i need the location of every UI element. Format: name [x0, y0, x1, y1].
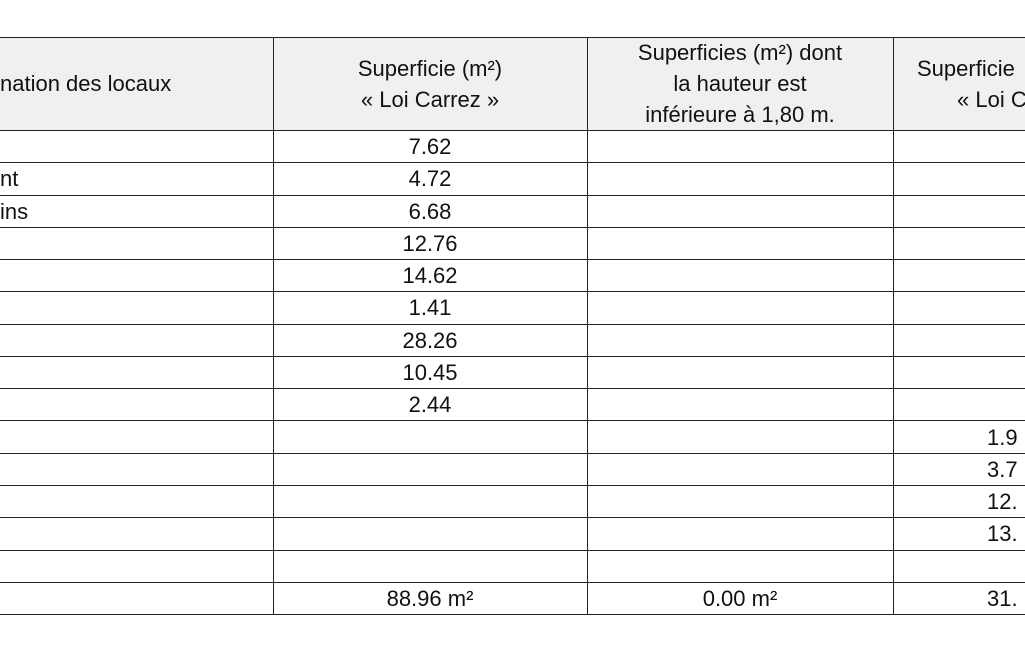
- cell: 3.7: [987, 456, 1018, 482]
- row-line: [0, 324, 1025, 325]
- row-line: [0, 485, 1025, 486]
- column-line: [587, 37, 588, 615]
- cell: 1.9: [987, 424, 1018, 450]
- cell: nt: [0, 166, 19, 192]
- cell: 2.44: [408, 392, 452, 418]
- row-line: [0, 582, 1025, 583]
- row-line: [0, 130, 1025, 131]
- cell: 0.00 m²: [702, 585, 778, 611]
- row-line: [0, 291, 1025, 292]
- header-cell: Superficie: [917, 56, 1015, 81]
- row-line: [0, 195, 1025, 196]
- header-cell: inférieure à 1,80 m.: [645, 102, 835, 127]
- column-line: [893, 37, 894, 615]
- cell: 7.62: [408, 134, 452, 160]
- header-cell: « Loi C: [957, 87, 1025, 112]
- header-cell: Superficie (m²): [357, 55, 503, 81]
- row-line: [0, 227, 1025, 228]
- row-line: [0, 614, 1025, 615]
- cell: 13.: [987, 521, 1018, 547]
- cell: 6.68: [408, 198, 452, 224]
- column-line: [273, 37, 274, 615]
- cell: 10.45: [402, 360, 458, 386]
- row-line: [0, 356, 1025, 357]
- header-cell: « Loi Carrez »: [360, 86, 500, 112]
- header-cell: la hauteur est: [673, 71, 807, 96]
- header-background: [0, 37, 1025, 130]
- row-line: [0, 420, 1025, 421]
- cell: 1.41: [408, 295, 452, 321]
- cell: 4.72: [408, 166, 452, 192]
- cell: 12.: [987, 489, 1018, 515]
- cell: 88.96 m²: [386, 585, 474, 611]
- header-cell: Superficies (m²) dont: [637, 40, 843, 65]
- cell: 31.: [987, 585, 1018, 611]
- row-line: [0, 453, 1025, 454]
- row-line: [0, 550, 1025, 551]
- row-line: [0, 162, 1025, 163]
- cell: 28.26: [402, 327, 458, 353]
- cell: 14.62: [402, 263, 458, 289]
- row-line: [0, 388, 1025, 389]
- row-line: [0, 517, 1025, 518]
- header-cell: nation des locaux: [0, 71, 172, 96]
- row-line: [0, 259, 1025, 260]
- row-line: [0, 37, 1025, 38]
- cell: ins: [0, 198, 29, 224]
- cell: 12.76: [402, 230, 458, 256]
